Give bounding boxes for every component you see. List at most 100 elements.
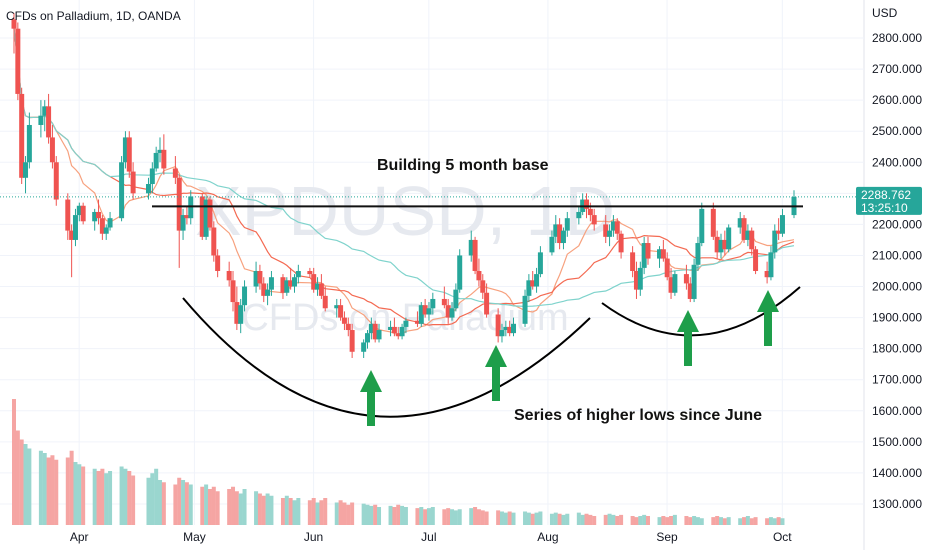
candle-body <box>445 305 451 318</box>
candle-body <box>683 274 689 284</box>
candle-body <box>334 305 340 309</box>
candle-body <box>307 271 313 275</box>
volume-bar <box>46 457 51 525</box>
volume-bar <box>580 514 585 525</box>
higher-low-arrow <box>757 290 779 346</box>
volume-bar <box>92 468 97 525</box>
candle-body <box>107 218 113 228</box>
candle-body <box>534 274 540 287</box>
volume-bar <box>484 511 489 525</box>
volume-bar <box>426 508 431 525</box>
candle-body <box>26 124 32 163</box>
candle-body <box>364 333 370 343</box>
volume-bar <box>423 509 428 525</box>
volume-bar <box>184 482 189 525</box>
volume-bar <box>699 518 704 525</box>
volume-bar <box>238 493 243 525</box>
volume-bar <box>207 489 212 525</box>
price-axis[interactable]: USD 2800.000 2700.000 2600.000 2500.000 2400.… <box>856 6 922 511</box>
candle-body <box>749 230 755 250</box>
candle-body <box>660 249 666 259</box>
candle-body <box>549 236 555 253</box>
volume-bar <box>776 517 781 525</box>
candle-body <box>737 218 743 228</box>
volume-bar <box>231 486 236 525</box>
candle-body <box>641 243 647 268</box>
candle-body <box>42 106 48 116</box>
candle-body <box>130 171 136 194</box>
volume-bar <box>146 477 151 525</box>
candle-body <box>430 298 436 309</box>
volume-bar <box>523 511 528 525</box>
volume-bar <box>292 500 297 525</box>
volume-bar <box>181 480 186 525</box>
volume-bar <box>15 430 20 525</box>
volume-bar <box>557 513 562 525</box>
volume-bar <box>561 514 566 525</box>
candle-body <box>607 230 613 237</box>
volume-bar <box>315 502 320 525</box>
candle-body <box>234 302 240 324</box>
volume-bar <box>369 505 374 525</box>
y-tick-label: 1600.000 <box>872 404 922 418</box>
candle-body <box>349 330 355 352</box>
candle-body <box>103 227 109 234</box>
candle-body <box>687 283 693 299</box>
volume-bar <box>154 468 159 525</box>
volume-bar <box>565 513 570 525</box>
volume-bar <box>288 498 293 525</box>
candle-body <box>587 208 593 216</box>
volume-bar <box>227 489 232 525</box>
volume-bar <box>499 511 504 525</box>
volume-bar <box>265 493 270 525</box>
candle-body <box>399 326 405 337</box>
candle-body <box>265 289 271 296</box>
y-tick-label: 2800.000 <box>872 31 922 45</box>
candle-body <box>38 115 44 125</box>
volume-bar <box>19 439 24 525</box>
x-tick-label: Jul <box>421 530 436 544</box>
volume-bar <box>280 498 285 525</box>
volume-bar <box>446 508 451 525</box>
volume-bar <box>108 471 113 525</box>
volume-bar <box>388 505 393 525</box>
volume-bar <box>377 507 382 525</box>
y-tick-label: 1700.000 <box>872 373 922 387</box>
candle-body <box>23 162 29 178</box>
candle-body <box>257 271 263 284</box>
x-tick-label: Jun <box>304 530 323 544</box>
candle-body <box>238 305 244 324</box>
candle-body <box>503 326 509 331</box>
candle-body <box>710 208 716 237</box>
candle-body <box>280 277 286 293</box>
candle-body <box>560 230 566 244</box>
candle-body <box>564 218 570 231</box>
volume-bar <box>242 489 247 525</box>
countdown-timer: 13:25:10 <box>861 201 908 215</box>
y-tick-label: 1900.000 <box>872 311 922 325</box>
volume-bar <box>496 510 501 525</box>
candle-body <box>418 305 424 324</box>
candle-body <box>668 277 674 293</box>
volume-bar <box>65 457 70 525</box>
candle-body <box>530 280 536 287</box>
volume-bar <box>772 518 777 525</box>
volume-bar <box>38 450 43 525</box>
candle-body <box>753 249 759 271</box>
candle-body <box>207 199 213 228</box>
lows-annotation: Series of higher lows since June <box>514 407 762 424</box>
candle-body <box>414 320 420 324</box>
candle-body <box>315 283 321 290</box>
candle-body <box>584 199 590 209</box>
candle-body <box>203 199 209 237</box>
volume-bar <box>684 516 689 525</box>
volume-bar <box>642 514 647 525</box>
time-axis[interactable]: Apr May Jun Jul Aug Sep Oct <box>70 530 792 544</box>
candle-body <box>126 137 132 172</box>
candle-body <box>779 215 785 234</box>
last-price-tag <box>856 186 922 215</box>
higher-low-arrow <box>677 310 699 366</box>
volume-bar <box>592 516 597 525</box>
